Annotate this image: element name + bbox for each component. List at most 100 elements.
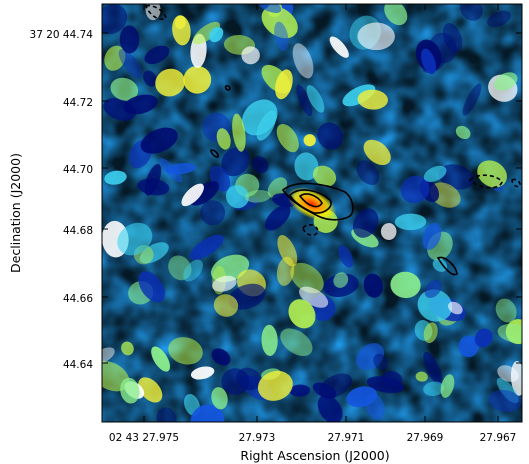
- noise-blob: [458, 335, 480, 358]
- noise-blob: [424, 279, 442, 298]
- noise-blob: [415, 371, 428, 382]
- noise-blob: [244, 190, 271, 203]
- noise-blob: [168, 337, 203, 365]
- noise-blob: [356, 343, 385, 370]
- noise-blob: [183, 259, 204, 282]
- plot-frame: [101, 3, 523, 423]
- noise-blob: [299, 286, 329, 308]
- noise-blob: [190, 366, 215, 380]
- contour-neg-1: [468, 174, 503, 189]
- noise-blob: [110, 77, 139, 101]
- noise-blob: [496, 377, 519, 404]
- noise-blob: [104, 170, 127, 185]
- noise-blob: [306, 85, 325, 113]
- noise-blob: [155, 68, 185, 97]
- y-axis-label: Declination (J2000): [8, 153, 23, 273]
- noise-blob: [356, 160, 380, 186]
- noise-blob: [261, 324, 278, 356]
- y-tick-label: 44.64: [63, 359, 93, 371]
- noise-blob: [174, 15, 186, 30]
- noise-blob: [277, 234, 298, 267]
- y-tick-label: 44.68: [63, 225, 93, 237]
- noise-blob: [168, 255, 192, 281]
- noise-blob: [495, 298, 517, 323]
- noise-blob: [121, 341, 134, 356]
- noise-blob: [102, 347, 115, 364]
- noise-blob: [400, 175, 430, 204]
- noise-blob: [338, 245, 354, 268]
- noise-blob: [209, 26, 224, 43]
- noise-blob: [438, 164, 474, 190]
- noise-blob: [138, 271, 165, 303]
- noise-blob: [119, 25, 140, 54]
- noise-blob: [139, 242, 169, 264]
- noise-blob: [138, 377, 163, 403]
- noise-blob: [417, 289, 453, 322]
- noise-blob: [363, 273, 383, 298]
- noise-blob: [257, 370, 293, 401]
- noise-blob: [183, 65, 212, 94]
- heatmap-image: [102, 4, 522, 422]
- noise-blob: [151, 346, 171, 372]
- noise-blob: [448, 301, 463, 315]
- noise-blob: [190, 404, 225, 422]
- noise-blob: [373, 353, 389, 371]
- noise-blob: [390, 271, 421, 299]
- noise-blob: [357, 22, 395, 51]
- noise-blob: [497, 323, 522, 343]
- noise-blob: [317, 122, 344, 150]
- noise-blob: [145, 4, 161, 21]
- noise-blob: [192, 21, 221, 45]
- noise-blob: [267, 177, 288, 199]
- noise-blob: [459, 4, 483, 21]
- noise-blob: [333, 272, 349, 288]
- noise-blob: [423, 322, 438, 344]
- noise-blob: [290, 262, 324, 294]
- noise-blob: [477, 160, 507, 188]
- noise-blob: [319, 373, 353, 399]
- contour-inner: [298, 193, 323, 208]
- noise-blob: [117, 222, 153, 256]
- noise-blob: [474, 328, 493, 348]
- noise-blob: [421, 48, 437, 75]
- noise-blob: [442, 23, 463, 53]
- noise-blob: [264, 205, 291, 231]
- noise-blob: [497, 365, 519, 382]
- noise-blob: [422, 222, 442, 250]
- noise-blob: [462, 83, 482, 116]
- noise-blob: [241, 46, 260, 65]
- noise-blob: [120, 377, 140, 404]
- noise-blob: [156, 407, 177, 422]
- contour-neg-3: [144, 4, 167, 21]
- noise-blob: [181, 183, 204, 207]
- noise-blob: [488, 389, 522, 413]
- x-axis-tick-labels: 02 43 27.975 27.973 27.971 27.969 27.967: [109, 432, 516, 444]
- noise-blob: [221, 146, 250, 177]
- x-tick-label: 27.967: [480, 432, 517, 444]
- noise-blob: [232, 113, 246, 152]
- noise-blob: [102, 361, 130, 392]
- y-tick-label: 44.72: [63, 97, 93, 109]
- noise-blob: [123, 94, 158, 115]
- axis-ticks: [102, 4, 522, 422]
- noise-blob: [225, 184, 249, 209]
- noise-blob: [423, 381, 445, 397]
- noise-blob: [256, 4, 282, 13]
- noise-blob: [432, 258, 448, 272]
- noise-blob: [487, 10, 511, 28]
- x-tick-label: 27.969: [407, 432, 444, 444]
- noise-blob: [166, 162, 196, 175]
- noise-blob: [365, 392, 385, 421]
- x-tick-label: 27.971: [328, 432, 365, 444]
- noise-blob: [274, 21, 289, 51]
- noise-blob: [363, 139, 391, 166]
- noise-blob: [143, 70, 157, 87]
- contour-lines: [144, 4, 521, 276]
- noise-blob: [455, 125, 471, 140]
- y-axis-tick-labels: 37 20 44.74 44.72 44.70 44.68 44.66 44.6…: [30, 29, 94, 371]
- x-tick-label: 02 43 27.975: [109, 432, 179, 444]
- noise-blob: [211, 387, 228, 410]
- noise-blob: [102, 4, 128, 35]
- noise-blob: [104, 45, 126, 71]
